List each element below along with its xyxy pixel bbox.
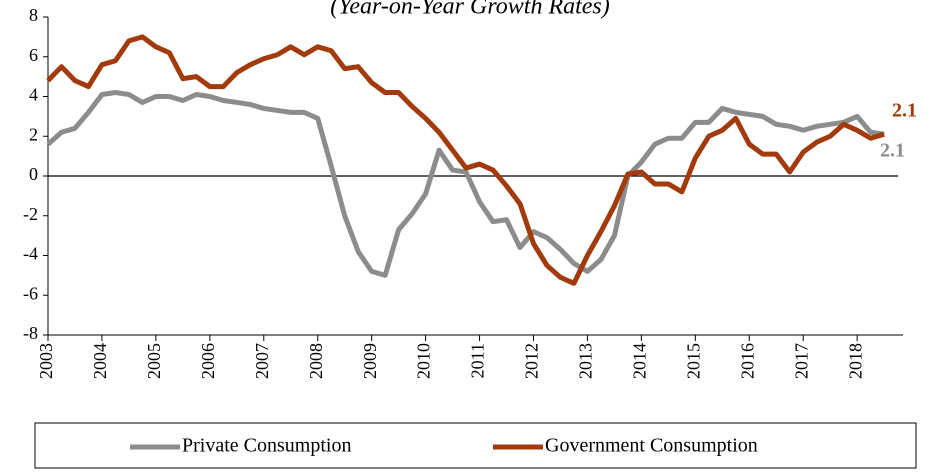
x-tick-label: 2012: [522, 343, 542, 379]
x-tick-label: 2014: [630, 343, 650, 379]
y-tick-label: -4: [23, 244, 38, 264]
y-tick-label: 8: [29, 5, 38, 25]
x-tick-label: 2011: [468, 343, 488, 378]
y-tick-label: -2: [23, 204, 38, 224]
x-tick-label: 2018: [845, 343, 865, 379]
x-tick-label: 2017: [791, 343, 811, 379]
chart-title: (Year-on-Year Growth Rates): [330, 0, 610, 20]
x-tick-label: 2009: [360, 343, 380, 379]
x-tick-label: 2013: [576, 343, 596, 379]
end-label: 2.1: [892, 100, 917, 122]
legend-box: [34, 422, 917, 469]
x-tick-label: 2006: [198, 343, 218, 379]
legend-label: Government Consumption: [545, 435, 758, 457]
x-tick-label: 2004: [90, 343, 110, 379]
y-tick-label: 4: [29, 85, 38, 105]
x-tick-label: 2005: [144, 343, 164, 379]
line-series: [46, 90, 885, 278]
legend-label: Private Consumption: [182, 435, 351, 457]
y-tick-label: 2: [29, 124, 38, 144]
y-tick-label: 6: [29, 45, 38, 65]
x-tick-label: 2008: [306, 343, 326, 379]
y-tick-label: 0: [29, 164, 38, 184]
x-tick-label: 2016: [737, 343, 757, 379]
line-series: [46, 34, 885, 286]
x-tick-label: 2015: [683, 343, 703, 379]
x-tick-label: 2010: [414, 343, 434, 379]
end-label: 2.1: [880, 140, 905, 162]
y-tick-label: -6: [23, 283, 38, 303]
x-tick-label: 2007: [252, 343, 272, 379]
y-tick-label: -8: [23, 323, 38, 343]
x-tick-label: 2003: [36, 343, 56, 379]
